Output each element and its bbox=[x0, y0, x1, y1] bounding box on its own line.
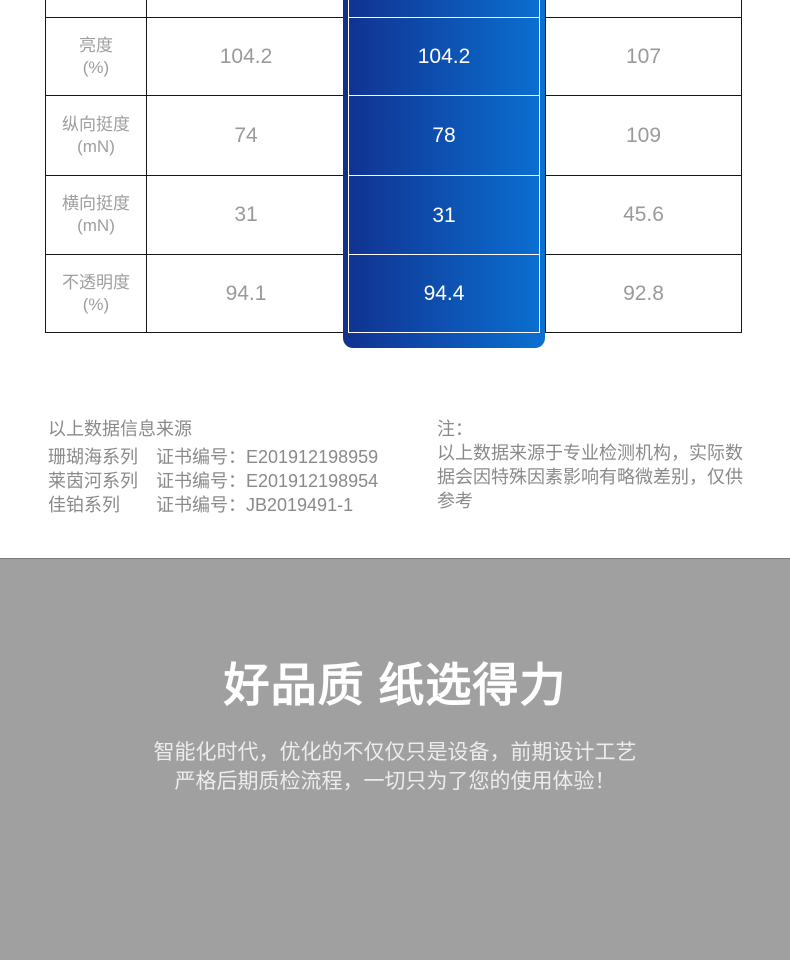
row-unit-text: (%) bbox=[82, 57, 110, 77]
table-cell-partial bbox=[546, 0, 742, 18]
source-row: 莱茵河系列 证书编号： E201912198954 bbox=[48, 469, 378, 493]
table-cell: 92.8 bbox=[546, 255, 742, 333]
row-label-brightness: 亮度 (%) bbox=[46, 18, 147, 96]
cell-value: 45.6 bbox=[623, 203, 664, 226]
row-label-md-stiffness: 纵向挺度 (mN) bbox=[46, 96, 147, 176]
table-cell: 74 bbox=[147, 96, 346, 176]
cert-label: 证书编号： bbox=[156, 495, 246, 515]
row-label-cd-stiffness: 横向挺度 (mN) bbox=[46, 176, 147, 255]
source-row: 佳铂系列 证书编号： JB2019491-1 bbox=[48, 493, 378, 517]
table-cell-partial bbox=[46, 0, 147, 18]
highlight-inner-border bbox=[348, 0, 540, 333]
highlight-row-divider bbox=[348, 17, 540, 18]
series-name: 佳铂系列 bbox=[48, 495, 120, 515]
row-unit-text: (mN) bbox=[77, 216, 115, 235]
row-label-text: 纵向挺度 bbox=[62, 114, 130, 134]
cell-value: 31 bbox=[234, 203, 258, 226]
table-cell: 104.2 bbox=[147, 18, 346, 96]
disclaimer-note: 注： 以上数据来源于专业检测机构，实际数据会因特殊因素影响有略微差别，仅供参考 bbox=[437, 417, 744, 513]
cell-value: 104.2 bbox=[219, 44, 273, 68]
promo-banner: 好品质 纸选得力 智能化时代，优化的不仅仅只是设备，前期设计工艺 严格后期质检流… bbox=[0, 558, 790, 960]
data-sources-block: 以上数据信息来源 珊瑚海系列 证书编号： E201912198959 莱茵河系列… bbox=[48, 417, 378, 517]
banner-subtitle-line1: 智能化时代，优化的不仅仅只是设备，前期设计工艺 bbox=[153, 741, 637, 764]
table-cell-partial bbox=[147, 0, 346, 18]
row-unit-text: (%) bbox=[82, 294, 110, 314]
series-name: 珊瑚海系列 bbox=[48, 447, 138, 467]
table-cell: 45.6 bbox=[546, 176, 742, 255]
highlight-value: 104.2 bbox=[417, 45, 471, 68]
cell-value: 94.1 bbox=[225, 281, 267, 305]
table-cell: 109 bbox=[546, 96, 742, 176]
note-body: 以上数据来源于专业检测机构，实际数据会因特殊因素影响有略微差别，仅供参考 bbox=[437, 443, 743, 511]
highlight-column: 104.2 78 31 94.4 bbox=[343, 0, 545, 348]
cell-value: 109 bbox=[625, 123, 662, 147]
table-cell: 31 bbox=[147, 176, 346, 255]
series-name: 莱茵河系列 bbox=[48, 471, 138, 491]
table-cell: 107 bbox=[546, 18, 742, 96]
cert-number: JB2019491-1 bbox=[246, 495, 354, 515]
highlight-value: 94.4 bbox=[423, 282, 465, 305]
banner-subtitle: 智能化时代，优化的不仅仅只是设备，前期设计工艺 严格后期质检流程，一切只为了您的… bbox=[0, 738, 790, 796]
row-label-text: 亮度 bbox=[79, 35, 113, 55]
highlight-value: 78 bbox=[432, 124, 456, 147]
row-unit-text: (mN) bbox=[77, 136, 115, 156]
cell-value: 74 bbox=[234, 123, 258, 147]
cell-value: 107 bbox=[625, 44, 662, 68]
cert-number: E201912198959 bbox=[246, 447, 379, 467]
highlight-row-divider bbox=[348, 175, 540, 176]
table-cell: 94.1 bbox=[147, 255, 346, 333]
highlight-row-divider bbox=[348, 95, 540, 96]
cert-label: 证书编号： bbox=[156, 471, 246, 491]
banner-title: 好品质 纸选得力 bbox=[223, 659, 567, 711]
cert-number: E201912198954 bbox=[246, 471, 379, 491]
cert-label: 证书编号： bbox=[156, 447, 246, 467]
cell-value: 92.8 bbox=[623, 281, 664, 305]
highlight-row-divider bbox=[348, 254, 540, 255]
row-label-text: 不透明度 bbox=[62, 272, 130, 292]
note-title: 注： bbox=[437, 419, 473, 439]
data-sources-title: 以上数据信息来源 bbox=[48, 419, 192, 439]
highlight-value: 31 bbox=[432, 203, 456, 227]
row-label-text: 横向挺度 bbox=[62, 194, 130, 213]
source-row: 珊瑚海系列 证书编号： E201912198959 bbox=[48, 445, 378, 469]
row-label-opacity: 不透明度 (%) bbox=[46, 255, 147, 333]
banner-subtitle-line2: 严格后期质检流程，一切只为了您的使用体验！ bbox=[174, 770, 616, 793]
